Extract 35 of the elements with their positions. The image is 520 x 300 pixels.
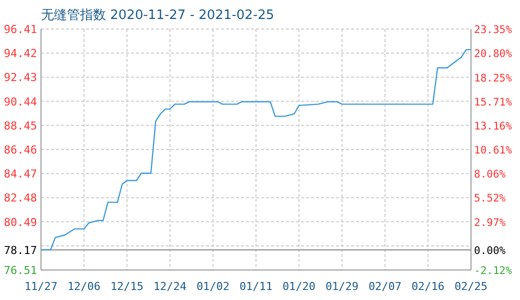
y2-tick-label: 2.97% <box>474 216 506 229</box>
x-tick-label: 12/15 <box>110 280 144 293</box>
x-tick-label: 12/06 <box>67 280 101 293</box>
y2-tick-label: 15.71% <box>474 96 513 108</box>
y-tick-label: 80.49 <box>4 216 37 229</box>
y-tick-label: 92.43 <box>4 71 37 84</box>
y-tick-label: 86.46 <box>4 144 37 156</box>
y-tick-label: 82.48 <box>4 192 37 205</box>
y-tick-label: 76.51 <box>4 264 37 277</box>
y2-tick-label: 5.52% <box>474 192 506 205</box>
y2-tick-label: 20.80% <box>474 48 513 60</box>
line-series <box>40 49 472 250</box>
y-tick-label: 94.42 <box>4 47 37 60</box>
x-tick-label: 02/16 <box>411 280 445 293</box>
y-tick-label: 88.45 <box>4 119 37 132</box>
y2-tick-label: 13.16% <box>474 120 513 132</box>
x-tick-label: 12/24 <box>153 280 187 293</box>
y2-tick-label: 18.25% <box>474 72 513 84</box>
y-tick-label: 78.17 <box>4 244 37 257</box>
x-tick-label: 01/20 <box>282 280 316 293</box>
y2-tick-label: 23.35% <box>474 24 513 36</box>
y-tick-label: 96.41 <box>4 23 37 36</box>
x-tick-label: 02/07 <box>368 280 402 293</box>
y-tick-label: 90.44 <box>4 95 38 108</box>
y-tick-label: 84.47 <box>4 168 37 181</box>
y2-tick-label: 8.06% <box>474 168 506 181</box>
chart-title: 无缝管指数 2020-11-27 - 2021-02-25 <box>41 8 274 23</box>
x-tick-label: 11/27 <box>24 280 58 293</box>
x-tick-label: 01/02 <box>196 280 230 293</box>
x-tick-label: 01/29 <box>325 280 359 293</box>
x-tick-label: 02/25 <box>454 280 488 293</box>
y2-tick-label: -2.12% <box>474 265 513 277</box>
y2-tick-label: 10.61% <box>474 144 513 157</box>
y2-tick-label: 0.00% <box>474 244 506 257</box>
x-tick-label: 01/11 <box>239 280 273 293</box>
